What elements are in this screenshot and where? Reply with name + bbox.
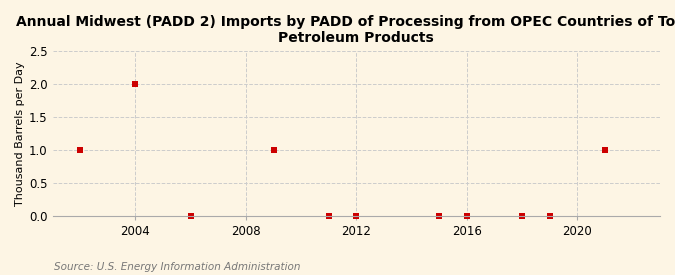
Title: Annual Midwest (PADD 2) Imports by PADD of Processing from OPEC Countries of Tot: Annual Midwest (PADD 2) Imports by PADD … <box>16 15 675 45</box>
Text: Source: U.S. Energy Information Administration: Source: U.S. Energy Information Administ… <box>54 262 300 272</box>
Y-axis label: Thousand Barrels per Day: Thousand Barrels per Day <box>15 61 25 206</box>
